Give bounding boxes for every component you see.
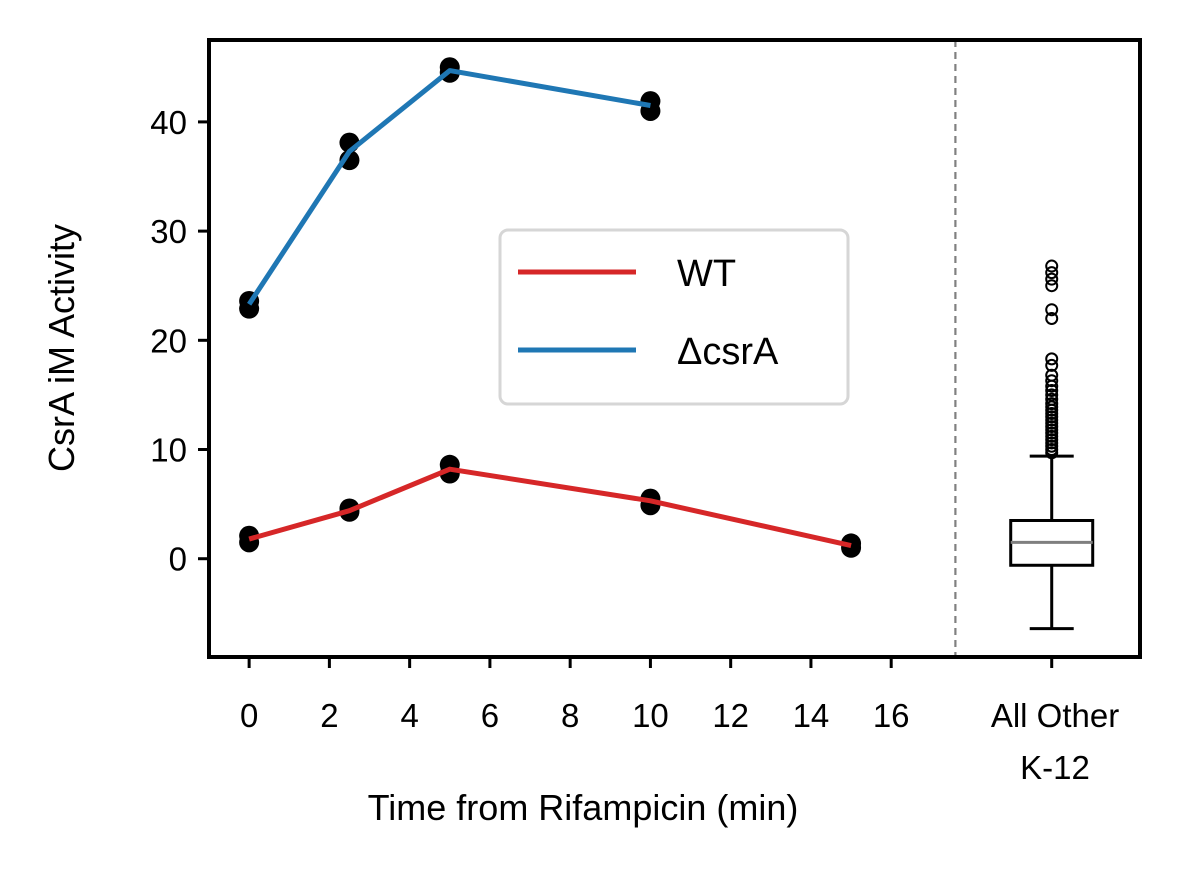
- x-tick-label-0: 0: [240, 697, 258, 734]
- category-label-line-2: K-12: [1020, 749, 1090, 786]
- box-outlier-16: [1045, 392, 1059, 406]
- plot-frame: [207, 38, 1142, 659]
- x-tick-label-14: 14: [793, 697, 830, 734]
- box-outlier-24: [1045, 311, 1059, 325]
- x-axis: 0 2 4 6 8 10 12 14 16: [240, 657, 1054, 734]
- point-wt-0-1: [239, 525, 260, 546]
- box-outlier-23: [1045, 352, 1059, 366]
- y-tick-label-20: 20: [150, 322, 187, 359]
- y-axis-title: CsrA iM Activity: [41, 224, 82, 472]
- series-line-wt: [248, 466, 852, 549]
- y-axis: 0 10 20 30 40: [150, 104, 209, 578]
- box-outlier-29: [1045, 259, 1059, 273]
- series-layer: [239, 57, 862, 558]
- legend-label-wt: WT: [677, 253, 736, 295]
- box-outlier-25: [1045, 303, 1059, 317]
- box-outlier-20: [1045, 374, 1059, 388]
- point-delta-csra-3-1: [640, 91, 661, 112]
- series-line-delta-csra: [247, 68, 651, 306]
- x-tick-label-8: 8: [561, 697, 579, 734]
- y-tick-label-30: 30: [150, 213, 187, 250]
- y-tick-label-40: 40: [150, 104, 187, 141]
- box-outlier-26: [1045, 279, 1059, 293]
- y-tick-label-10: 10: [150, 432, 187, 469]
- legend: WT ΔcsrA: [498, 228, 850, 406]
- category-label-line-1: All Other: [991, 697, 1119, 734]
- category-label: All Other K-12: [991, 697, 1119, 786]
- boxplot: [1009, 259, 1095, 631]
- box-outlier-28: [1045, 266, 1059, 280]
- x-tick-label-10: 10: [632, 697, 669, 734]
- box-outlier-18: [1045, 384, 1059, 398]
- legend-box: [498, 228, 850, 406]
- x-tick-label-2: 2: [320, 697, 338, 734]
- box-outlier-17: [1045, 388, 1059, 402]
- legend-label-delta-csra: ΔcsrA: [677, 331, 779, 373]
- y-tick-label-0: 0: [169, 541, 187, 578]
- box-outlier-21: [1045, 368, 1059, 382]
- x-axis-title: Time from Rifampicin (min): [368, 787, 799, 828]
- box-outlier-27: [1045, 272, 1059, 286]
- x-tick-label-6: 6: [481, 697, 499, 734]
- box-outlier-22: [1045, 358, 1059, 372]
- x-tick-label-4: 4: [400, 697, 418, 734]
- x-tick-label-12: 12: [712, 697, 749, 734]
- box-outlier-15: [1045, 397, 1059, 411]
- x-tick-label-16: 16: [873, 697, 910, 734]
